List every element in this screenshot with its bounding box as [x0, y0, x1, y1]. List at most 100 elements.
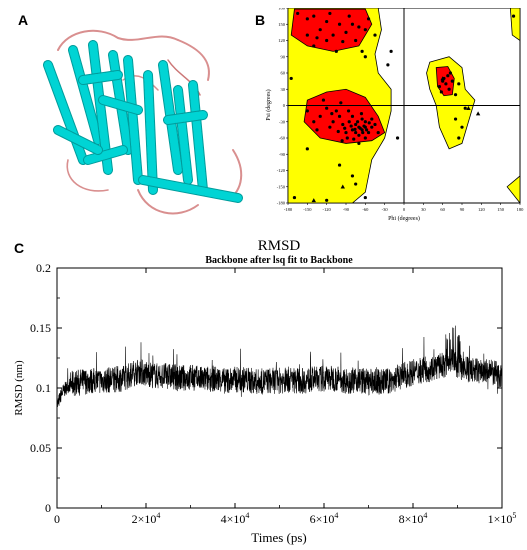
rama-point	[395, 136, 400, 140]
rama-point	[312, 120, 316, 124]
rama-y-tick-label: -120	[277, 168, 286, 173]
rmsd-y-tick-label: 0.05	[30, 441, 51, 455]
rama-point	[363, 195, 367, 200]
rama-point	[337, 163, 342, 167]
rama-point	[447, 87, 451, 91]
rama-point	[358, 126, 362, 130]
rama-point	[336, 129, 340, 134]
rama-x-tick-label: 150	[497, 207, 505, 212]
rmsd-y-tick-label: 0.15	[30, 321, 51, 335]
rama-point	[448, 71, 452, 75]
rama-point	[346, 109, 351, 113]
rama-glycine-triangle	[466, 106, 471, 111]
rama-point	[370, 125, 374, 129]
rama-point	[292, 195, 297, 200]
rama-point	[318, 114, 322, 118]
rama-point	[325, 198, 329, 202]
rama-point	[357, 25, 361, 29]
rama-x-tick-label: -180	[284, 207, 293, 212]
rama-point	[341, 122, 345, 127]
rama-x-tick-label: -150	[303, 207, 312, 212]
rama-point	[373, 122, 377, 127]
rmsd-series-line	[56, 325, 503, 414]
rama-x-tick-label: -120	[323, 207, 332, 212]
helix-segments	[43, 40, 243, 203]
rmsd-x-tick-label: 8×104	[399, 511, 428, 526]
rama-y-tick-label: 180	[278, 8, 286, 11]
alpha-helix	[189, 81, 207, 194]
rama-point	[330, 112, 334, 116]
rama-point	[354, 122, 358, 127]
alpha-helix	[84, 146, 127, 164]
rama-point	[331, 120, 335, 124]
panel-letter-a: A	[18, 12, 29, 28]
rama-point	[453, 93, 458, 97]
rama-point	[321, 98, 326, 102]
rama-y-tick-label: 0	[283, 103, 286, 108]
rama-x-tick-label: -30	[382, 207, 389, 212]
rama-point	[315, 36, 319, 40]
rama-point	[296, 11, 300, 16]
rama-y-tick-label: 120	[278, 38, 286, 43]
panel-letter-b: B	[255, 12, 266, 28]
rama-y-tick-label: 150	[278, 22, 286, 27]
rama-point	[340, 139, 344, 143]
rama-point	[444, 82, 448, 86]
rama-point	[389, 49, 393, 53]
rama-point	[344, 30, 348, 34]
rama-point	[376, 130, 380, 135]
rama-point	[344, 130, 348, 135]
rmsd-y-tick-label: 0	[45, 501, 51, 515]
rama-x-tick-label: 30	[421, 207, 426, 212]
alpha-helix	[99, 96, 142, 114]
rama-point	[437, 84, 442, 89]
rama-point	[357, 133, 361, 137]
rama-y-tick-label: -60	[279, 136, 286, 141]
rama-x-tick-label: -60	[362, 207, 369, 212]
rama-point	[347, 120, 351, 124]
alpha-helix	[79, 71, 122, 84]
rama-point	[325, 38, 329, 43]
rama-point	[349, 124, 353, 128]
ramachandran-plot: -180 -150 -120 -90 -60 -30 0 30 60 90 120 150 180 18…	[265, 8, 524, 222]
rama-point	[362, 124, 366, 128]
rama-point	[367, 121, 371, 125]
rama-point	[305, 147, 309, 151]
favored-region-beta	[290, 8, 373, 52]
rama-zero-lines	[288, 8, 520, 203]
rmsd-y-tick-label: 0.1	[36, 381, 51, 395]
rama-point	[305, 109, 309, 113]
rama-x-tick-label: 90	[460, 207, 465, 212]
alpha-helix	[164, 111, 207, 124]
rama-point	[350, 174, 355, 178]
rama-point	[360, 49, 364, 53]
rama-point	[373, 33, 377, 37]
rama-point	[511, 14, 516, 18]
rama-y-tick-label: 30	[281, 87, 286, 92]
rama-point	[305, 33, 309, 37]
rama-point	[350, 128, 355, 132]
rama-point	[331, 33, 335, 37]
rama-point	[354, 130, 358, 135]
rama-point	[318, 28, 322, 32]
rama-point	[363, 120, 367, 124]
rama-point	[345, 136, 349, 140]
alpha-helix	[174, 86, 192, 184]
alpha-helix	[69, 46, 102, 144]
rama-point	[328, 11, 332, 16]
alpha-helix	[54, 126, 102, 154]
rama-point	[339, 101, 343, 105]
rmsd-y-axis-label: RMSD (nm)	[13, 360, 25, 416]
rmsd-x-ticks: 0 2×104 4×104 6×104 8×104 1×105	[54, 268, 516, 526]
rmsd-x-tick-label: 1×105	[488, 511, 517, 526]
rama-point	[350, 22, 355, 26]
panel-letter-c: C	[14, 240, 25, 256]
rama-point	[460, 125, 464, 129]
rama-y-axis-label: Psi (degrees)	[265, 89, 272, 120]
rama-glycine-triangle	[340, 184, 345, 189]
rama-y-ticks: 180 150 120 90 60 30 0 -30 -60 -90 -120 -150 -180	[277, 8, 288, 206]
rama-point	[289, 76, 293, 81]
rmsd-x-tick-label: 4×104	[221, 511, 250, 526]
loop-regions	[57, 29, 243, 215]
rama-point	[334, 49, 338, 53]
